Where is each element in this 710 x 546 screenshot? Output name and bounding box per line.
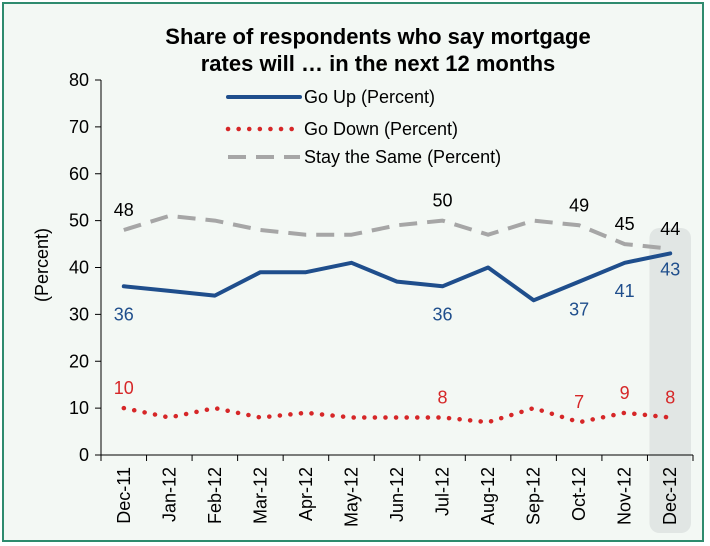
y-tick-label: 40 [69, 258, 89, 278]
series-line-dashed [123, 213, 671, 251]
y-tick-label: 50 [69, 211, 89, 231]
x-tick-label: Dec-11 [114, 467, 134, 524]
y-tick-label: 70 [69, 117, 89, 137]
y-tick-label: 0 [79, 445, 89, 465]
legend-label: Stay the Same (Percent) [304, 147, 501, 167]
y-tick-label: 60 [69, 164, 89, 184]
data-label: 36 [433, 304, 453, 324]
x-tick-label: Aug-12 [478, 467, 498, 525]
x-tick-label: Oct-12 [569, 467, 589, 521]
data-label: 36 [114, 304, 134, 324]
data-label: 45 [615, 214, 635, 234]
data-label: 44 [660, 219, 680, 239]
y-tick-label: 80 [69, 70, 89, 90]
data-label: 10 [114, 378, 134, 398]
chart-title-line-1: Share of respondents who say mortgage [165, 24, 590, 49]
x-tick-label: Mar-12 [250, 467, 270, 524]
y-axis-label: (Percent) [32, 228, 52, 302]
data-label: 9 [620, 383, 630, 403]
x-tick-label: Sep-12 [524, 467, 544, 525]
series-line-solid [121, 251, 673, 303]
data-label: 8 [438, 388, 448, 408]
x-tick-label: May-12 [341, 467, 361, 527]
data-label: 49 [569, 195, 589, 215]
x-tick-label: Jul-12 [433, 467, 453, 516]
highlight-band-dec-12 [649, 228, 691, 533]
legend-label: Go Down (Percent) [304, 119, 458, 139]
legend-label: Go Up (Percent) [304, 87, 435, 107]
data-label: 41 [615, 281, 635, 301]
x-tick-label: Dec-12 [660, 467, 680, 525]
x-tick-label: Feb-12 [205, 467, 225, 524]
x-tick-label: Jan-12 [159, 467, 179, 522]
y-tick-label: 30 [69, 304, 89, 324]
data-label: 37 [569, 300, 589, 320]
data-label: 8 [665, 388, 675, 408]
axes [100, 80, 693, 456]
x-tick-label: Nov-12 [615, 467, 635, 525]
series-line-dotted [121, 405, 673, 425]
legend: Go Up (Percent) Go Down (Percent) Stay the… [225, 87, 501, 167]
data-label: 50 [433, 191, 453, 211]
y-axis-ticks: 0 10 20 30 40 50 60 70 80 [69, 70, 101, 465]
x-tick-label: Apr-12 [296, 467, 316, 521]
y-tick-label: 10 [69, 398, 89, 418]
series-lines [121, 213, 673, 425]
data-label: 7 [574, 392, 584, 412]
data-label: 43 [660, 259, 680, 279]
x-tick-label: Jun-12 [387, 467, 407, 522]
x-axis-ticks: Dec-11 Jan-12 Feb-12 Mar-12 Apr-12 May-12 Jun-… [100, 455, 694, 527]
y-tick-label: 20 [69, 351, 89, 371]
chart-frame [2, 2, 704, 542]
data-label: 48 [114, 200, 134, 220]
data-labels: 36 36 37 41 43 10 8 7 9 8 48 50 49 45 44 [114, 191, 680, 413]
chart-title-line-2: rates will … in the next 12 months [201, 51, 556, 76]
